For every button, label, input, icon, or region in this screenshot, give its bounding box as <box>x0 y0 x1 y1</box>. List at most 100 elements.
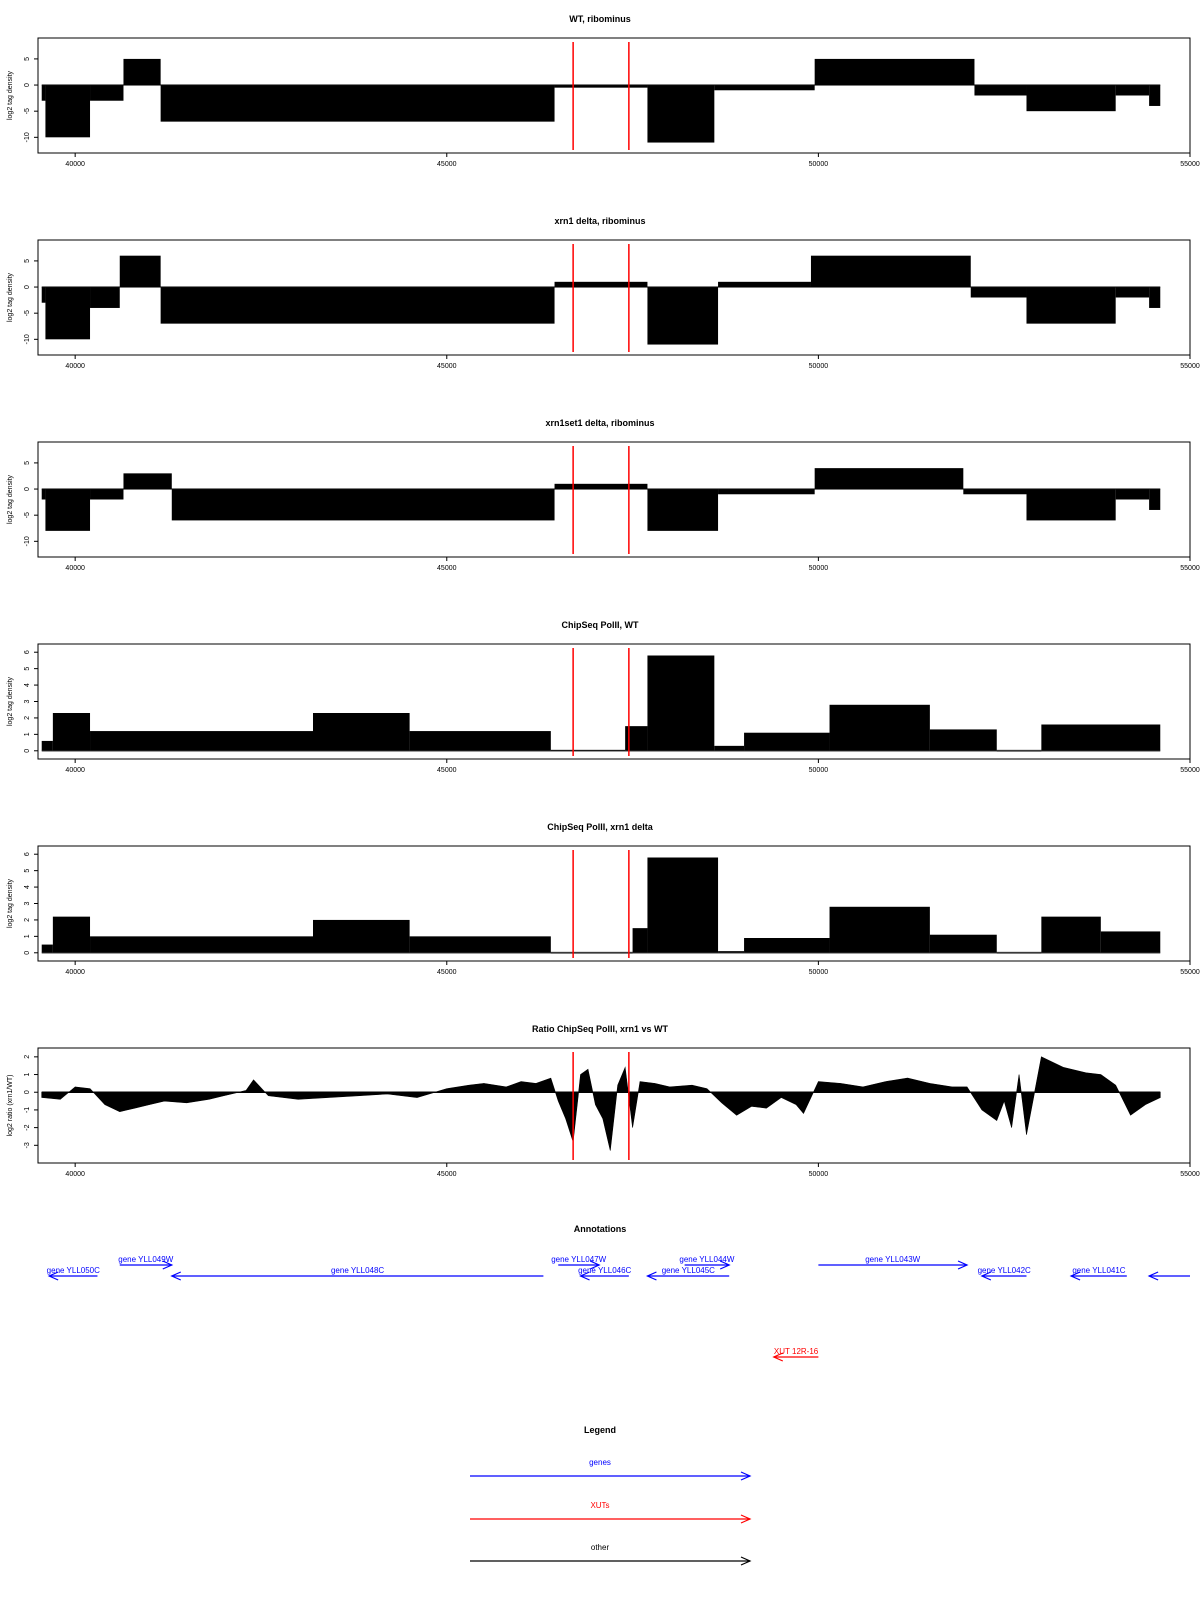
density-segment <box>974 85 1027 96</box>
x-tick-label: 50000 <box>809 161 829 168</box>
density-segment <box>1041 724 1161 751</box>
y-tick-label: 4 <box>24 885 31 889</box>
y-axis-label: log2 ratio (xrn1/WT) <box>7 1075 14 1137</box>
x-tick-label: 40000 <box>65 565 85 572</box>
panel-title: ChipSeq PolII, WT <box>562 620 639 630</box>
x-tick-label: 40000 <box>65 969 85 976</box>
y-tick-label: 2 <box>24 918 31 922</box>
density-segment <box>90 287 120 308</box>
arrow-head <box>1147 1271 1159 1281</box>
legend-title: Legend <box>584 1425 616 1435</box>
density-segment <box>90 489 124 500</box>
density-segment <box>718 489 815 495</box>
y-tick-label: 0 <box>24 749 31 753</box>
density-segment <box>1149 489 1161 510</box>
density-segment <box>744 938 830 953</box>
x-tick-label: 45000 <box>437 565 457 572</box>
density-segment <box>625 726 648 751</box>
y-tick-label: 1 <box>24 934 31 938</box>
panel-title: xrn1set1 delta, ribominus <box>545 418 654 428</box>
density-segment <box>814 58 975 86</box>
legend-arrow-head <box>740 1514 752 1524</box>
arrow-head <box>980 1271 992 1281</box>
density-segment <box>714 745 745 751</box>
x-tick-label: 50000 <box>809 969 829 976</box>
density-segment <box>929 729 997 751</box>
density-segment <box>1026 489 1116 521</box>
y-tick-label: 0 <box>24 1090 31 1094</box>
density-segment <box>718 281 811 288</box>
y-tick-label: 3 <box>24 699 31 703</box>
density-segment <box>41 944 53 953</box>
y-tick-label: -10 <box>24 132 31 142</box>
density-segment <box>52 713 91 751</box>
feature-label: gene YLL041C <box>1072 1266 1125 1275</box>
x-tick-label: 50000 <box>809 565 829 572</box>
x-tick-label: 40000 <box>65 1171 85 1178</box>
y-tick-label: 6 <box>24 852 31 856</box>
density-segment <box>970 287 1027 298</box>
density-segment <box>829 906 930 953</box>
y-tick-label: 4 <box>24 683 31 687</box>
density-segment <box>160 287 555 324</box>
panel-1: xrn1 delta, ribominus log2 tag density -10… <box>7 216 1200 370</box>
density-segment <box>996 952 1042 954</box>
panel-3: ChipSeq PolII, WT log2 tag density 0 1 2 3 4 5 6… <box>7 620 1200 774</box>
arrow-head <box>645 1271 657 1281</box>
density-segment <box>550 749 626 751</box>
density-segment <box>41 287 46 303</box>
legend-item-label: XUTs <box>590 1501 609 1510</box>
feature-label: gene YLL049W <box>118 1255 173 1264</box>
arrow-head <box>589 1260 601 1270</box>
y-axis-label: log2 tag density <box>7 878 14 928</box>
density-segment <box>554 85 648 88</box>
feature-label: gene YLL050C <box>47 1266 100 1275</box>
y-tick-label: 0 <box>24 951 31 955</box>
x-tick-label: 50000 <box>809 1171 829 1178</box>
panel-2: xrn1set1 delta, ribominus log2 tag densit… <box>7 418 1200 572</box>
density-segment <box>45 489 91 531</box>
panel-title: xrn1 delta, ribominus <box>554 216 645 226</box>
density-segment <box>52 916 91 953</box>
density-segment <box>41 85 46 101</box>
annotations-panel: Annotations gene YLL050C gene YLL049W gene … <box>47 1224 1190 1362</box>
arrow-head <box>772 1352 784 1362</box>
density-segment <box>1100 931 1161 953</box>
feature-label: gene YLL044W <box>679 1255 734 1264</box>
density-segment <box>312 919 410 953</box>
y-tick-label: 2 <box>24 1055 31 1059</box>
arrow-head <box>957 1260 969 1270</box>
x-tick-label: 55000 <box>1180 1171 1200 1178</box>
density-segment <box>963 489 1027 495</box>
density-segment <box>409 936 551 953</box>
arrow-head <box>170 1271 182 1281</box>
density-segment <box>647 857 719 953</box>
y-tick-label: 1 <box>24 732 31 736</box>
density-segment <box>409 731 551 751</box>
y-tick-label: 5 <box>24 869 31 873</box>
legend: Legend genes XUTs other <box>470 1425 752 1566</box>
x-tick-label: 50000 <box>809 767 829 774</box>
y-tick-label: -5 <box>24 512 31 518</box>
y-tick-label: 5 <box>24 57 31 61</box>
ratio-area <box>41 1056 1161 1151</box>
feature-label: gene YLL046C <box>578 1266 631 1275</box>
x-tick-label: 40000 <box>65 363 85 370</box>
density-segment <box>647 287 719 345</box>
density-segment <box>744 732 830 751</box>
density-segment <box>829 704 930 751</box>
x-tick-label: 45000 <box>437 1171 457 1178</box>
y-tick-label: -10 <box>24 334 31 344</box>
y-tick-label: 0 <box>24 285 31 289</box>
panel-title: Ratio ChipSeq PolII, xrn1 vs WT <box>532 1024 669 1034</box>
density-segment <box>1041 916 1101 953</box>
y-tick-label: 6 <box>24 650 31 654</box>
panel-title: WT, ribominus <box>569 14 631 24</box>
feature-label: XUT 12R-16 <box>774 1347 819 1356</box>
density-segment <box>632 928 648 953</box>
y-tick-label: -5 <box>24 310 31 316</box>
feature-label: gene YLL045C <box>662 1266 715 1275</box>
density-segment <box>1026 85 1116 112</box>
y-tick-label: 3 <box>24 901 31 905</box>
